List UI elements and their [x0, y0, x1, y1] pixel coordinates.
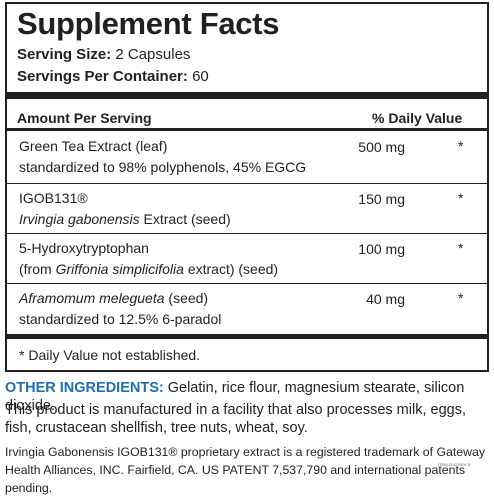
ingredient-line: Aframomum melegueta (seed) [19, 290, 208, 306]
title: Supplement Facts [17, 6, 280, 41]
row-rule [7, 183, 487, 184]
amount: 150 mg [358, 191, 405, 207]
text-segment: Green Tea Extract (leaf) [19, 138, 168, 154]
ingredient-line: IGOB131® [19, 190, 88, 206]
ingredient-line: standardized to 12.5% 6-paradol [19, 311, 221, 327]
serving-size: Serving Size: 2 Capsules [17, 46, 190, 63]
ingredient-line: Green Tea Extract (leaf) [19, 138, 167, 154]
text-segment: Extract (seed) [139, 211, 231, 227]
amount: 40 mg [366, 291, 405, 307]
label: Servings Per Container: [17, 68, 188, 85]
rule [7, 128, 487, 131]
ingredient-line: 5-Hydroxytryptophan [19, 240, 149, 256]
footnote: * Daily Value not established. [19, 347, 201, 363]
other-ingredients: OTHER INGREDIENTS: Gelatin, rice flour, … [5, 379, 489, 415]
amount-header: Amount Per Serving [17, 110, 152, 126]
daily-value: * [458, 138, 464, 154]
daily-value: * [458, 190, 464, 206]
text-segment: (from [19, 261, 56, 277]
text-segment: Aframomum melegueta [19, 290, 165, 306]
thick-rule [7, 92, 487, 99]
trademark-note: Irvingia Gabonensis IGOB131® proprietary… [5, 445, 485, 495]
servings-per-container: Servings Per Container: 60 [17, 68, 209, 85]
amount: 100 mg [358, 241, 405, 257]
ingredient-line: (from Griffonia simplicifolia extract) (… [19, 261, 278, 277]
row-rule [7, 233, 487, 234]
label: Serving Size: [17, 46, 112, 63]
text-segment: Irvingia gabonensis [19, 211, 140, 227]
item-code: ITEM 1142 REV 5 [438, 462, 470, 467]
row-rule [7, 283, 487, 284]
text-segment: extract) (seed) [183, 261, 279, 277]
text-segment: standardized to 98% polyphenols, 45% EGC… [19, 159, 307, 175]
text-segment: IGOB131® [19, 190, 88, 206]
text-segment: (seed) [164, 290, 209, 306]
value: 2 Capsules [115, 46, 191, 63]
text-segment: Griffonia simplicifolia [55, 261, 184, 277]
text: Gelatin, rice flour, magnesium stearate,… [5, 380, 465, 414]
ingredient-line: standardized to 98% polyphenols, 45% EGC… [19, 159, 306, 175]
label: OTHER INGREDIENTS: [5, 380, 164, 396]
amount: 500 mg [358, 139, 405, 155]
daily-value: * [458, 290, 464, 306]
value: 60 [192, 68, 209, 85]
dv-header: % Daily Value [372, 110, 463, 126]
facts-panel: Supplement Facts Serving Size: 2 Capsule… [5, 2, 489, 372]
thick-rule [7, 334, 487, 339]
allergen-note: This product is manufactured in a facili… [5, 402, 466, 436]
text-segment: 5-Hydroxytryptophan [19, 240, 149, 256]
text-segment: standardized to 12.5% 6-paradol [19, 311, 222, 327]
ingredient-line: Irvingia gabonensis Extract (seed) [19, 211, 231, 227]
daily-value: * [458, 240, 464, 256]
